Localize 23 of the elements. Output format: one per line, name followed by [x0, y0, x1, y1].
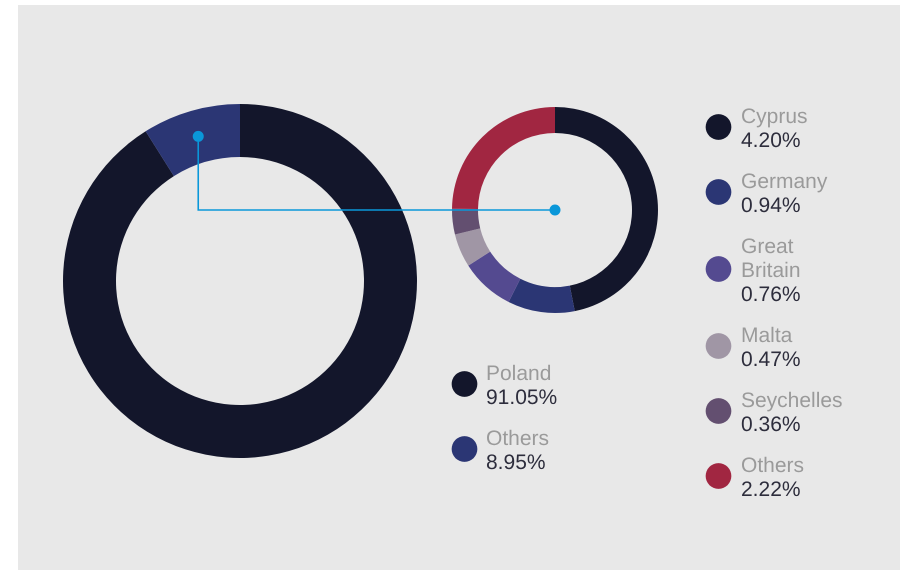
- legend-label: Germany: [741, 170, 828, 193]
- donut-slice: [454, 228, 490, 266]
- donut-slice: [63, 104, 417, 458]
- donut-slice: [452, 107, 555, 210]
- data-label: 0.76%: [741, 283, 801, 306]
- legend-label: Seychelles: [741, 389, 843, 412]
- data-label: 0.94%: [741, 194, 801, 217]
- data-label: 2.22%: [741, 478, 801, 501]
- donut-slice: [468, 252, 520, 302]
- data-label: 91.05%: [486, 386, 558, 409]
- data-label: 4.20%: [741, 129, 801, 152]
- donut-slice: [146, 104, 240, 176]
- legend-label: Malta: [741, 324, 793, 347]
- donut-slice: [555, 107, 658, 312]
- legend-label: Poland: [486, 362, 552, 385]
- data-label: 0.36%: [741, 413, 801, 436]
- donut-slice: [508, 278, 575, 313]
- legend-label: Others: [741, 454, 804, 477]
- data-label: 0.47%: [741, 348, 801, 371]
- data-label: 8.95%: [486, 451, 546, 474]
- legend-label: Cyprus: [741, 105, 808, 128]
- legend-label: Great Britain: [741, 235, 801, 282]
- legend-label: Others: [486, 427, 550, 450]
